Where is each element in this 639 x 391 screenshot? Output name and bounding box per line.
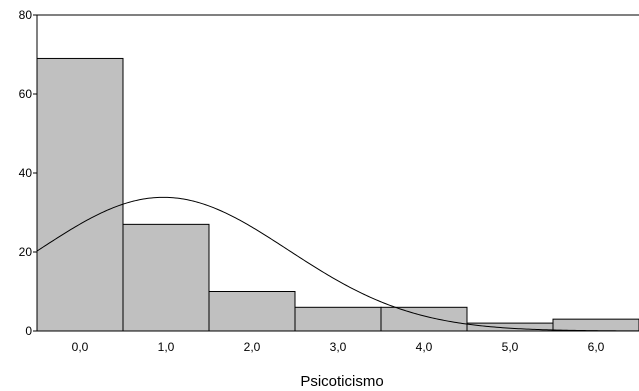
normal-curve	[36, 196, 639, 332]
y-axis-ticks: 0 20 40 60 80	[19, 8, 37, 338]
x-tick-label: 2,0	[244, 340, 261, 354]
histogram-bar-3	[294, 306, 382, 332]
histogram-bar-1	[122, 223, 210, 332]
y-tick-label: 0	[25, 324, 32, 338]
y-tick-label: 20	[19, 245, 33, 259]
x-tick-label: 3,0	[330, 340, 347, 354]
x-tick-label: 6,0	[588, 340, 605, 354]
y-tick-label: 80	[19, 8, 33, 22]
x-tick-label: 4,0	[416, 340, 433, 354]
x-axis-ticks: 0,0 1,0 2,0 3,0 4,0 5,0 6,0	[72, 340, 605, 354]
x-tick-label: 5,0	[502, 340, 519, 354]
y-tick-label: 40	[19, 166, 33, 180]
histogram-bars	[36, 57, 639, 332]
histogram-bar-0	[36, 57, 124, 332]
y-tick-label: 60	[19, 87, 33, 101]
histogram-bar-6	[552, 318, 639, 332]
x-axis-title: Psicoticismo	[300, 373, 383, 390]
x-tick-label: 0,0	[72, 340, 89, 354]
histogram-bar-4	[380, 306, 468, 332]
x-tick-label: 1,0	[158, 340, 175, 354]
histogram-bar-2	[208, 291, 296, 332]
